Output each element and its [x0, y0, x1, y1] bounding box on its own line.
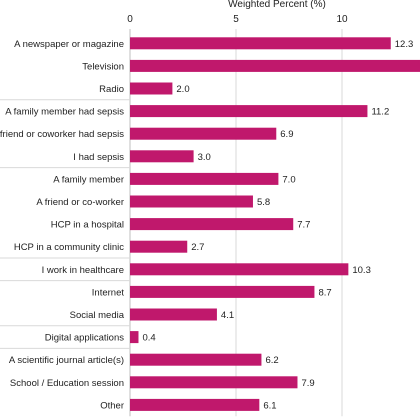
value-label-12: 4.1: [221, 310, 234, 321]
bar-14: [130, 353, 262, 366]
bar-4: [130, 127, 277, 140]
category-label-6: A family member: [53, 174, 124, 185]
bars: [130, 37, 420, 411]
x-tick-label-0: 0: [127, 14, 133, 25]
bar-10: [130, 263, 349, 276]
bar-2: [130, 82, 173, 95]
x-tick-label-10: 10: [336, 14, 348, 25]
category-label-16: Other: [100, 400, 124, 411]
category-label-11: Internet: [92, 287, 125, 298]
category-label-7: A friend or co-worker: [36, 197, 124, 208]
value-label-7: 5.8: [257, 197, 270, 208]
bar-3: [130, 105, 368, 118]
x-tick-label-5: 5: [233, 14, 239, 25]
category-label-14: A scientific journal article(s): [9, 355, 124, 366]
category-labels: A newspaper or magazine Television Radio A …: [0, 39, 125, 412]
category-label-2: Radio: [99, 84, 124, 95]
value-label-15: 7.9: [301, 378, 314, 389]
value-label-14: 6.2: [265, 355, 278, 366]
bar-9: [130, 240, 188, 253]
bar-16: [130, 398, 260, 411]
group-separators: [0, 99, 130, 349]
bar-13: [130, 331, 139, 344]
value-label-3: 11.2: [371, 107, 389, 118]
category-label-8: HCP in a hospital: [51, 220, 124, 231]
category-label-13: Digital applications: [45, 333, 124, 344]
category-label-1: Television: [82, 61, 124, 72]
bar-0: [130, 37, 391, 50]
category-label-0: A newspaper or magazine: [14, 39, 124, 50]
value-label-10: 10.3: [352, 265, 371, 276]
value-label-13: 0.4: [142, 333, 155, 344]
category-label-15: School / Education session: [10, 378, 124, 389]
category-label-10: I work in healthcare: [42, 265, 124, 276]
value-label-6: 7.0: [282, 174, 295, 185]
bar-8: [130, 218, 294, 231]
bar-7: [130, 195, 253, 208]
x-axis-ticks: 0510152025: [127, 14, 348, 25]
value-label-0: 12.3: [395, 39, 414, 50]
category-label-9: HCP in a community clinic: [14, 242, 124, 253]
x-axis-title: Weighted Percent (%): [228, 0, 326, 10]
bar-15: [130, 376, 298, 389]
category-label-3: A family member had sepsis: [5, 107, 124, 118]
category-label-4: A friend or coworker had sepsis: [0, 129, 124, 140]
value-label-4: 6.9: [280, 129, 293, 140]
value-label-11: 8.7: [318, 287, 331, 298]
bar-5: [130, 150, 194, 163]
value-label-2: 2.0: [176, 84, 189, 95]
value-label-9: 2.7: [191, 242, 204, 253]
value-label-16: 6.1: [263, 400, 276, 411]
value-labels: 12.3 2.0 11.2 6.9 3.0 7.0 5.8 7.7 2.7 10.3 8.7 4.1 0…: [142, 39, 413, 412]
bar-1: [130, 59, 420, 72]
bar-12: [130, 308, 217, 321]
bar-6: [130, 172, 279, 185]
category-label-12: Social media: [70, 310, 125, 321]
category-label-5: I had sepsis: [73, 152, 124, 163]
bar-11: [130, 285, 315, 298]
value-label-8: 7.7: [297, 220, 310, 231]
value-label-5: 3.0: [198, 152, 211, 163]
